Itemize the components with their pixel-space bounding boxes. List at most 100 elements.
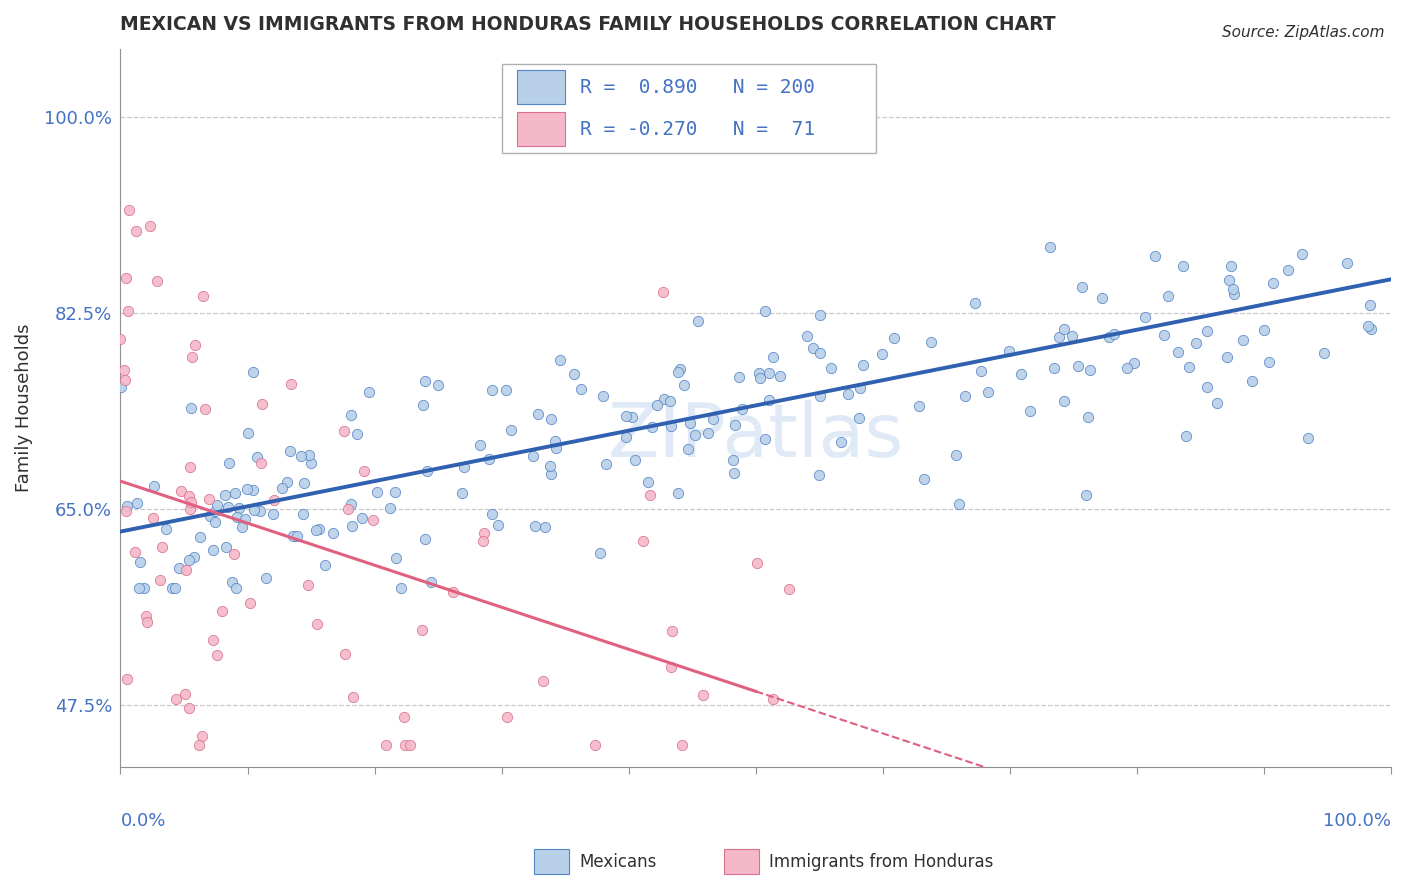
Point xyxy=(801,341,824,355)
FancyBboxPatch shape xyxy=(517,112,565,146)
Point xyxy=(308,522,330,536)
Point xyxy=(754,432,776,446)
Point xyxy=(620,410,643,425)
Point xyxy=(127,496,149,510)
Point xyxy=(128,581,150,595)
Point xyxy=(242,503,264,517)
Point xyxy=(236,482,259,496)
Point xyxy=(179,489,201,503)
Point xyxy=(202,543,225,558)
Point xyxy=(412,398,434,412)
Point xyxy=(1123,356,1146,370)
Point xyxy=(697,426,720,441)
Point xyxy=(702,412,724,426)
Point xyxy=(748,366,770,380)
Point xyxy=(333,424,356,438)
Point xyxy=(198,492,221,507)
Point xyxy=(807,467,830,482)
Point xyxy=(233,512,256,526)
Point xyxy=(754,304,776,318)
Point xyxy=(366,484,388,499)
Point xyxy=(204,515,226,529)
Text: MEXICAN VS IMMIGRANTS FROM HONDURAS FAMILY HOUSEHOLDS CORRELATION CHART: MEXICAN VS IMMIGRANTS FROM HONDURAS FAMI… xyxy=(121,15,1056,34)
Point xyxy=(1360,297,1382,311)
Point xyxy=(796,329,818,343)
Point xyxy=(614,409,637,423)
Text: Immigrants from Honduras: Immigrants from Honduras xyxy=(769,853,994,871)
Point xyxy=(1222,282,1244,296)
Point xyxy=(231,519,253,533)
Point xyxy=(115,672,138,686)
Point xyxy=(747,556,769,570)
Point xyxy=(135,615,157,630)
Point xyxy=(1053,321,1076,335)
Point xyxy=(907,399,929,413)
Point xyxy=(252,396,274,410)
Point xyxy=(970,364,993,378)
Point xyxy=(1074,488,1097,502)
Point xyxy=(1078,363,1101,377)
Point xyxy=(149,573,172,587)
Point xyxy=(170,484,193,499)
Point xyxy=(246,450,269,465)
Point xyxy=(339,497,361,511)
Point xyxy=(262,508,284,522)
Point xyxy=(163,581,186,595)
Point xyxy=(724,418,747,433)
Point xyxy=(526,407,548,421)
Point xyxy=(384,484,406,499)
Point xyxy=(1098,330,1121,344)
Point xyxy=(478,452,501,467)
Point xyxy=(870,347,893,361)
Point xyxy=(998,344,1021,359)
Point xyxy=(426,377,449,392)
Point xyxy=(468,437,491,451)
Point xyxy=(1218,273,1240,287)
Point xyxy=(654,392,676,406)
Point xyxy=(112,363,135,377)
Point xyxy=(523,519,546,533)
Point xyxy=(1232,333,1254,347)
Point xyxy=(808,389,831,403)
Point xyxy=(658,394,681,409)
Point xyxy=(522,450,544,464)
Point xyxy=(451,486,474,500)
Point xyxy=(211,604,233,618)
Point xyxy=(125,224,148,238)
Point xyxy=(322,525,344,540)
Point xyxy=(496,710,519,724)
Point xyxy=(668,361,690,376)
Point xyxy=(1043,360,1066,375)
Point xyxy=(614,430,637,444)
Point xyxy=(1174,428,1197,442)
Point xyxy=(298,448,321,462)
Point xyxy=(1336,256,1358,270)
Point xyxy=(340,519,363,533)
Point xyxy=(912,472,935,486)
Point xyxy=(242,483,264,498)
Point xyxy=(848,411,870,425)
Point xyxy=(1067,359,1090,373)
Point xyxy=(292,476,315,491)
Point xyxy=(254,571,277,585)
Point xyxy=(333,647,356,661)
Point xyxy=(221,575,243,590)
Point xyxy=(205,648,228,663)
Point xyxy=(139,219,162,233)
Point xyxy=(945,448,967,462)
Point xyxy=(762,692,785,706)
Point xyxy=(595,457,617,471)
Point xyxy=(808,308,831,322)
Point xyxy=(538,459,561,474)
Point xyxy=(285,529,308,543)
Point xyxy=(721,453,744,467)
Point xyxy=(641,420,664,434)
FancyBboxPatch shape xyxy=(502,64,876,153)
Point xyxy=(281,529,304,543)
Point xyxy=(748,371,770,385)
Point xyxy=(177,701,200,715)
Point xyxy=(201,633,224,648)
Point xyxy=(305,616,328,631)
Point xyxy=(142,511,165,525)
Point xyxy=(1258,355,1281,369)
